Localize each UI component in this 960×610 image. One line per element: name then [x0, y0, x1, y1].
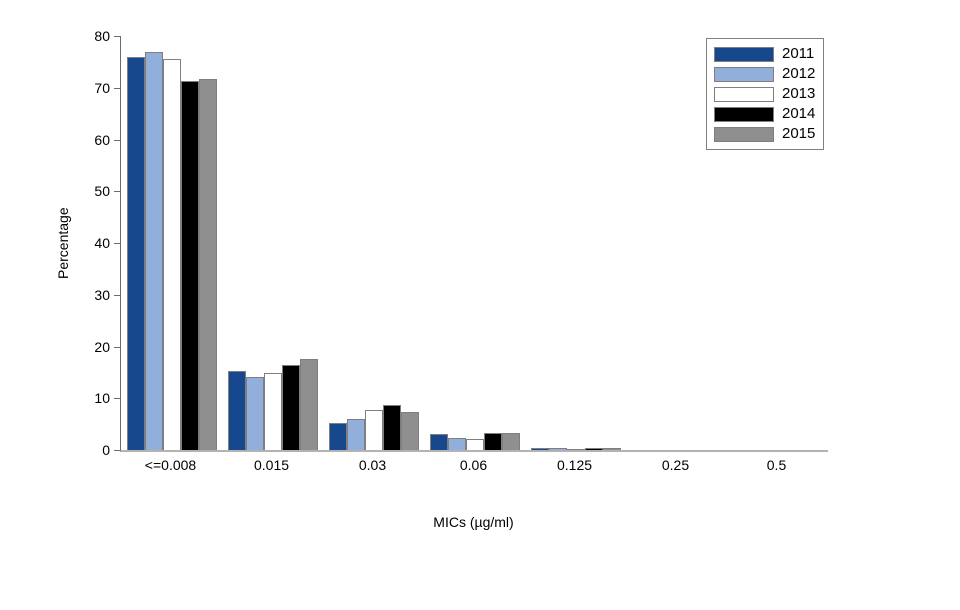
y-tick-label: 80 [94, 28, 110, 44]
legend-swatch-2014 [714, 106, 774, 122]
y-tick-label: 0 [102, 442, 110, 458]
bar-2015-0.015 [299, 359, 318, 450]
y-tick-label: 40 [94, 235, 110, 251]
bar-2011-0.125 [530, 448, 549, 450]
bar-2015-0.06 [501, 433, 520, 450]
legend-row: 2014 [714, 104, 815, 124]
bar-2011-0.06 [429, 434, 448, 450]
legend-swatch-2012 [714, 66, 774, 82]
legend-label-2015: 2015 [782, 125, 816, 142]
x-tick-label: 0.06 [459, 457, 488, 473]
x-axis-title: MICs (µg/ml) [433, 514, 514, 530]
bar-2013-0.03 [364, 410, 383, 450]
y-tick [114, 294, 120, 296]
y-tick-label: 70 [94, 79, 110, 96]
bar-2013-0.06 [465, 439, 484, 450]
y-tick-label: 20 [94, 338, 110, 355]
bar-2015-<=0.008 [198, 79, 217, 450]
legend-swatch-2013 [714, 86, 774, 102]
y-tick-label: 10 [94, 390, 110, 407]
legend-label-2012: 2012 [782, 65, 816, 82]
bar-2011-0.03 [328, 423, 347, 450]
legend: 2011 2012 2013 2014 2015 [706, 38, 825, 150]
legend-row: 2013 [714, 84, 815, 104]
bar-2012-0.015 [245, 377, 264, 450]
y-tick-label: 60 [94, 131, 110, 148]
y-tick [114, 36, 120, 37]
bar-2015-0.03 [400, 412, 419, 450]
bar-2012-0.06 [447, 438, 466, 450]
y-tick-label: 30 [94, 286, 110, 303]
legend-label-2011: 2011 [782, 45, 815, 62]
y-axis-title: Percentage [55, 207, 71, 279]
y-tick [114, 346, 120, 348]
legend-row: 2015 [714, 124, 815, 144]
legend-label-2014: 2014 [782, 105, 816, 122]
bar-2013-0.125 [566, 449, 585, 450]
legend-row: 2011 [714, 44, 815, 64]
legend-swatch-2011 [714, 46, 774, 62]
bar-2015-0.125 [602, 448, 621, 450]
bar-2014-0.015 [281, 365, 300, 450]
plot-area [120, 36, 828, 452]
bar-2011-<=0.008 [126, 57, 145, 450]
bar-2014-<=0.008 [180, 81, 199, 450]
y-tick [114, 398, 120, 400]
y-tick [114, 139, 120, 141]
bar-2014-0.125 [584, 448, 603, 450]
bar-2013-<=0.008 [162, 59, 181, 450]
x-tick-label: 0.125 [556, 457, 593, 473]
x-tick-label: 0.015 [253, 457, 290, 473]
bar-2014-0.06 [483, 433, 502, 450]
bar-2012-<=0.008 [144, 52, 163, 450]
bar-2014-0.03 [382, 405, 401, 450]
y-tick [114, 191, 120, 193]
y-tick-label: 50 [94, 183, 110, 200]
bar-2012-0.03 [346, 419, 365, 450]
bar-2013-0.015 [263, 373, 282, 450]
x-tick-label: <=0.008 [144, 457, 197, 473]
y-tick [114, 243, 120, 244]
y-tick [114, 87, 120, 89]
bar-2012-0.125 [548, 448, 567, 450]
legend-row: 2012 [714, 64, 815, 84]
legend-label-2013: 2013 [782, 85, 816, 102]
bar-2011-0.015 [227, 371, 246, 450]
x-tick-label: 0.03 [358, 457, 387, 473]
x-tick-label: 0.5 [766, 457, 787, 473]
legend-swatch-2015 [714, 126, 774, 142]
y-tick [114, 450, 120, 451]
x-tick-label: 0.25 [661, 457, 690, 473]
